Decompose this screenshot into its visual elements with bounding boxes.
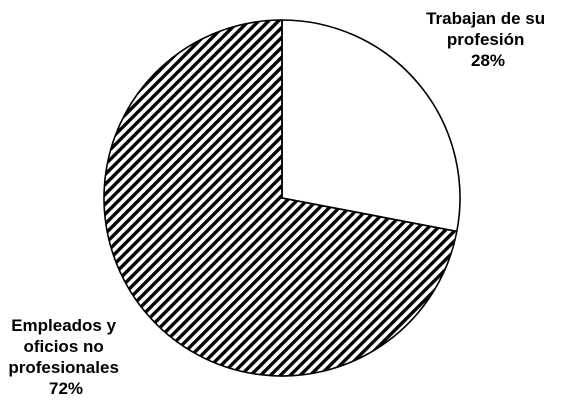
pie-slices xyxy=(103,19,461,377)
pie-labels: Trabajan de su profesión 28% Empleados y… xyxy=(8,9,550,398)
pie-slice-empleados-y-oficios xyxy=(103,19,458,377)
slice-label-empleados: Empleados y oficios no profesionales 72% xyxy=(8,316,123,398)
pie-slice-trabajan-de-su-profesion xyxy=(281,19,461,233)
slice-label-profesion: Trabajan de su profesión 28% xyxy=(426,9,550,70)
